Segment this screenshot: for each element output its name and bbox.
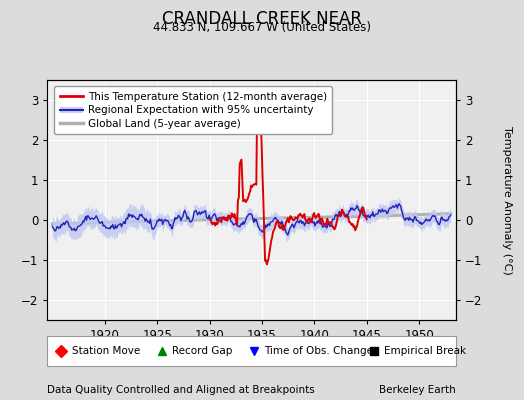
FancyBboxPatch shape [47,336,456,366]
Text: Empirical Break: Empirical Break [385,346,466,356]
Text: 44.833 N, 109.667 W (United States): 44.833 N, 109.667 W (United States) [153,21,371,34]
Text: Data Quality Controlled and Aligned at Breakpoints: Data Quality Controlled and Aligned at B… [47,385,315,395]
Y-axis label: Temperature Anomaly (°C): Temperature Anomaly (°C) [501,126,512,274]
Text: Record Gap: Record Gap [172,346,232,356]
Text: Time of Obs. Change: Time of Obs. Change [264,346,373,356]
Text: CRANDALL CREEK NEAR: CRANDALL CREEK NEAR [162,10,362,28]
Text: Station Move: Station Move [72,346,140,356]
Text: Berkeley Earth: Berkeley Earth [379,385,456,395]
Legend: This Temperature Station (12-month average), Regional Expectation with 95% uncer: This Temperature Station (12-month avera… [54,86,332,134]
